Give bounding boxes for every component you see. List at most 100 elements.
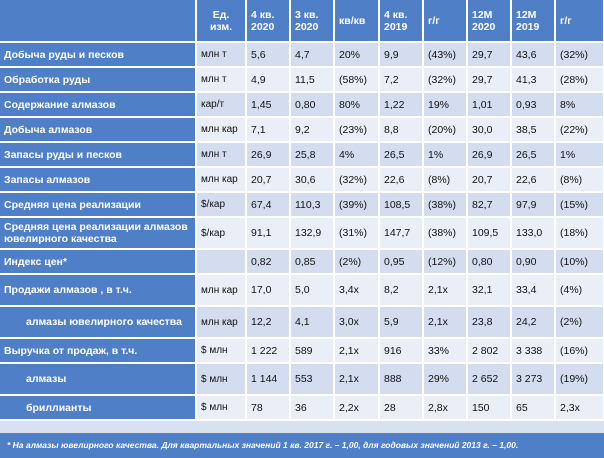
row-label: Индекс цен* [0,249,197,275]
table-row: Добыча алмазов млн кар 7,1 9,2 (23%) 8,8 (20%)… [0,117,604,143]
value-cell: 20% [334,42,380,68]
value-cell: 0,82 [246,249,291,275]
value-cell: 33% [423,338,468,364]
row-label: Запасы руды и песков [0,142,197,168]
value-cell: (2%) [334,249,380,275]
row-label: алмазы ювелирного качества [0,306,197,339]
value-cell: 4% [334,142,380,168]
value-cell: 25,8 [290,142,335,168]
row-unit: млн кар [196,167,247,193]
value-cell: 2,1x [423,274,468,307]
row-unit: $ млн [196,338,247,364]
value-cell: 3 273 [511,363,556,396]
value-cell: (10%) [555,249,604,275]
header-blank [0,0,197,43]
header-q4-2020: 4 кв. 2020 [246,0,291,43]
value-cell: 41,3 [511,67,556,93]
row-unit [196,249,247,275]
value-cell: 28 [379,395,424,421]
value-cell: 4,7 [290,42,335,68]
value-cell: 5,9 [379,306,424,339]
value-cell: 30,0 [467,117,512,143]
value-cell: 7,1 [246,117,291,143]
value-cell: 8,2 [379,274,424,307]
row-label: алмазы [0,363,197,396]
value-cell: 1,01 [467,92,512,118]
table-row: Выручка от продаж, в т.ч. $ млн 1 222 589 2,… [0,338,604,364]
value-cell: 5,0 [290,274,335,307]
value-cell: 2,3x [555,395,604,421]
value-cell: (22%) [555,117,604,143]
value-cell: 2,1x [334,363,380,396]
value-cell: (38%) [423,192,468,218]
value-cell: 2,8x [423,395,468,421]
value-cell: 9,9 [379,42,424,68]
value-cell: 43,6 [511,42,556,68]
value-cell: 1% [423,142,468,168]
table-row: Средняя цена реализации алмазов ювелирно… [0,217,604,250]
table-row: Добыча руды и песков млн т 5,6 4,7 20% 9,9 (43… [0,42,604,68]
table-row: Средняя цена реализации $/кар 67,4 110,3 (39… [0,192,604,218]
value-cell: 23,8 [467,306,512,339]
value-cell: 2,2x [334,395,380,421]
row-label: Содержание алмазов [0,92,197,118]
value-cell: 1% [555,142,604,168]
table-row: Запасы руды и песков млн т 26,9 25,8 4% 26,5 1… [0,142,604,168]
value-cell: (16%) [555,338,604,364]
value-cell: 17,0 [246,274,291,307]
value-cell: 26,5 [379,142,424,168]
value-cell: (8%) [423,167,468,193]
value-cell: 2 802 [467,338,512,364]
row-unit: кар/т [196,92,247,118]
row-label: Средняя цена реализации алмазов ювелирно… [0,217,197,250]
header-yoy-quarter: г/г [423,0,468,43]
value-cell: 2,1x [334,338,380,364]
value-cell: (28%) [555,67,604,93]
value-cell: (20%) [423,117,468,143]
header-12m-2020: 12М 2020 [467,0,512,43]
header-q3-2020: 3 кв. 2020 [290,0,335,43]
value-cell: 97,9 [511,192,556,218]
value-cell: 20,7 [467,167,512,193]
value-cell: 26,9 [467,142,512,168]
value-cell: 11,5 [290,67,335,93]
row-unit: млн кар [196,306,247,339]
table-row: Индекс цен* 0,82 0,85 (2%) 0,95 (12%) 0,80 0,90… [0,249,604,275]
value-cell: 916 [379,338,424,364]
header-qoq: кв/кв [334,0,380,43]
value-cell: 30,6 [290,167,335,193]
value-cell: 133,0 [511,217,556,250]
value-cell: (43%) [423,42,468,68]
value-cell: 132,9 [290,217,335,250]
value-cell: (32%) [423,67,468,93]
value-cell: (2%) [555,306,604,339]
value-cell: 78 [246,395,291,421]
row-unit: млн т [196,142,247,168]
value-cell: 3 338 [511,338,556,364]
value-cell: 29,7 [467,42,512,68]
value-cell: 4,1 [290,306,335,339]
value-cell: 0,80 [467,249,512,275]
row-unit: млн т [196,42,247,68]
value-cell: 20,7 [246,167,291,193]
row-label: Продажи алмазов , в т.ч. [0,274,197,307]
value-cell: 12,2 [246,306,291,339]
value-cell: (39%) [334,192,380,218]
row-unit: $ млн [196,363,247,396]
value-cell: 32,1 [467,274,512,307]
value-cell: (8%) [555,167,604,193]
row-label: Обработка руды [0,67,197,93]
value-cell: 67,4 [246,192,291,218]
value-cell: 9,2 [290,117,335,143]
row-unit: $/кар [196,217,247,250]
value-cell: 888 [379,363,424,396]
value-cell: 80% [334,92,380,118]
value-cell: (32%) [334,167,380,193]
value-cell: 0,90 [511,249,556,275]
value-cell: 22,6 [511,167,556,193]
row-unit: $ млн [196,395,247,421]
row-unit: млн т [196,67,247,93]
value-cell: 82,7 [467,192,512,218]
value-cell: (31%) [334,217,380,250]
value-cell: (23%) [334,117,380,143]
